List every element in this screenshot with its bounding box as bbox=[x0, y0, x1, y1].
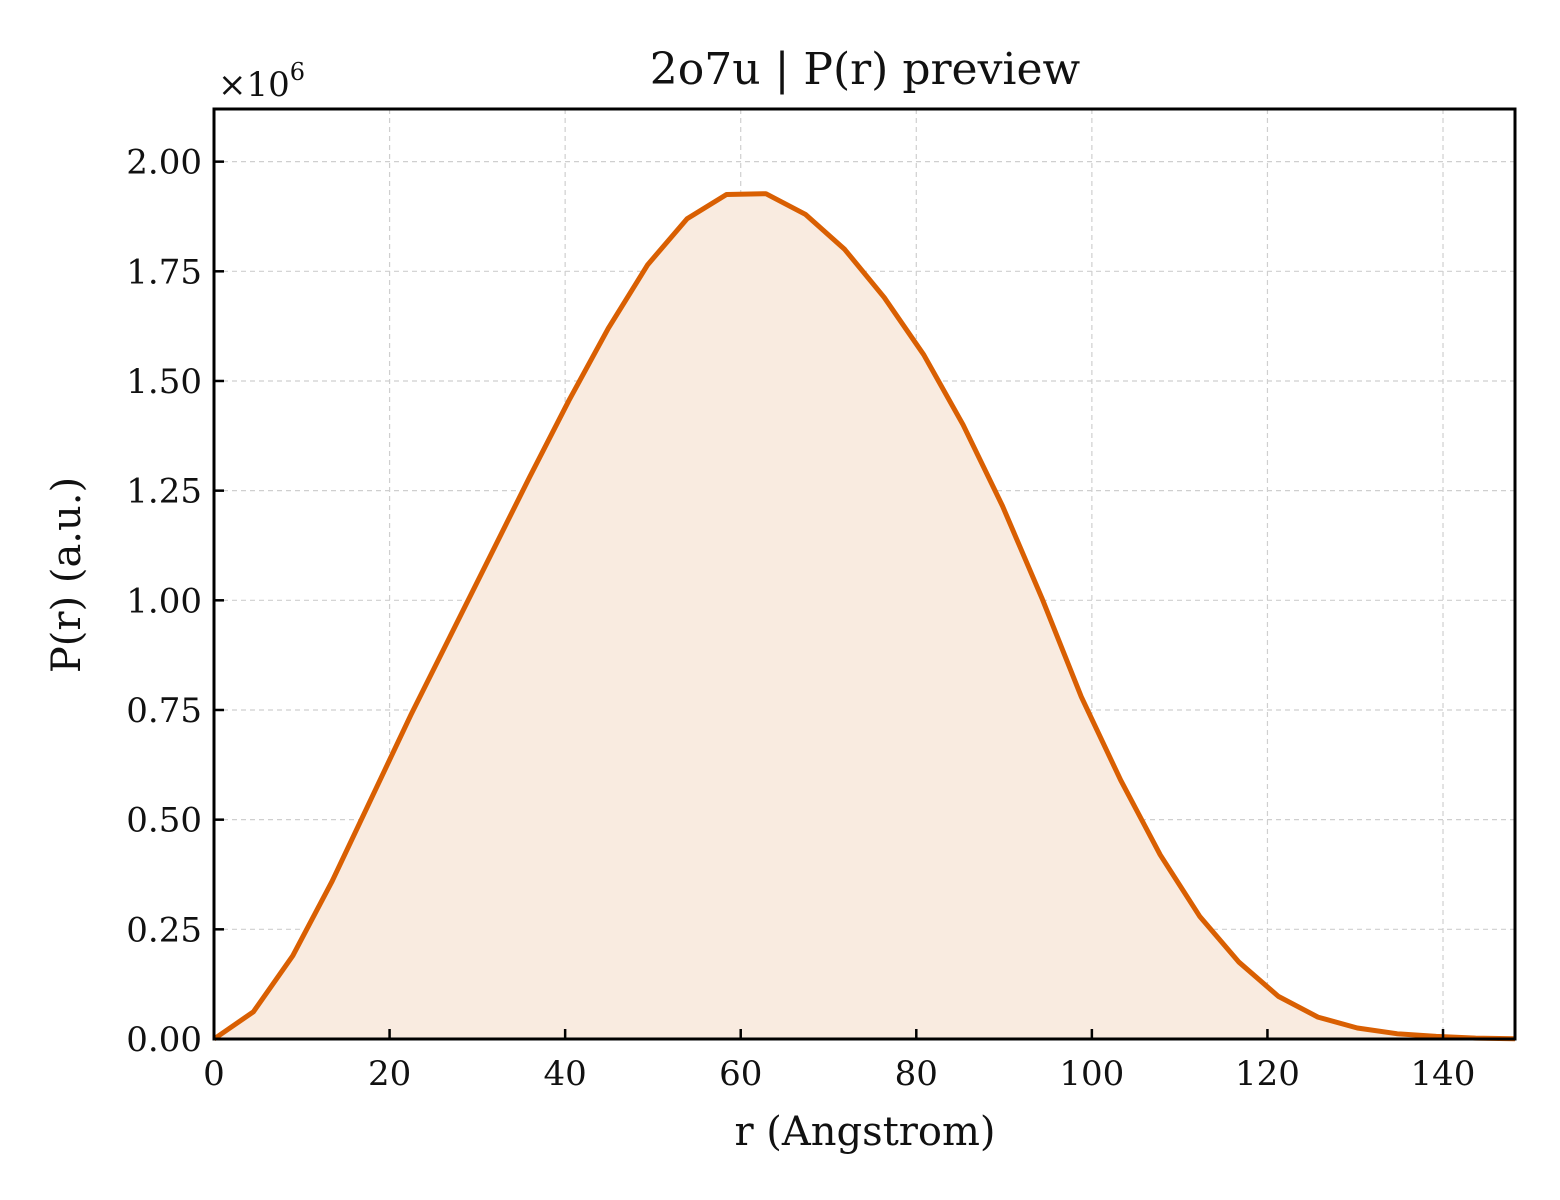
chart-title: 2o7u | P(r) preview bbox=[650, 44, 1081, 95]
axis-ticks: 0 20 40 60 80 100 120 140 0.00 0.25 0.50 0.75 1.00 1.… bbox=[126, 143, 1475, 1094]
y-tick-label: 0.50 bbox=[126, 801, 202, 841]
y-tick-label: 0.25 bbox=[126, 910, 202, 950]
y-tick-label: 1.50 bbox=[126, 362, 202, 402]
y-tick-label: 2.00 bbox=[126, 143, 202, 183]
y-tick-label: 1.00 bbox=[126, 581, 202, 621]
x-tick-label: 100 bbox=[1059, 1054, 1124, 1094]
y-tick-label: 0.00 bbox=[126, 1020, 202, 1060]
y-axis-multiplier: ×106 bbox=[218, 58, 305, 105]
y-axis-label: P(r) (a.u.) bbox=[44, 477, 90, 673]
y-multiplier-exponent: 6 bbox=[290, 58, 305, 86]
pr-area-fill bbox=[214, 193, 1515, 1039]
x-tick-label: 0 bbox=[203, 1054, 225, 1094]
x-tick-label: 20 bbox=[368, 1054, 411, 1094]
pr-series-line bbox=[212, 191, 1516, 1042]
y-tick-label: 0.75 bbox=[126, 691, 202, 731]
x-tick-label: 40 bbox=[544, 1054, 587, 1094]
y-tick-label: 1.75 bbox=[126, 252, 202, 292]
x-tick-label: 80 bbox=[895, 1054, 938, 1094]
plot-frame bbox=[212, 107, 1517, 1041]
x-axis-label: r (Angstrom) bbox=[734, 1109, 995, 1155]
x-tick-label: 140 bbox=[1411, 1054, 1476, 1094]
y-multiplier-base: ×10 bbox=[218, 65, 290, 105]
y-tick-label: 1.25 bbox=[126, 472, 202, 512]
x-tick-label: 120 bbox=[1235, 1054, 1300, 1094]
x-tick-label: 60 bbox=[719, 1054, 762, 1094]
